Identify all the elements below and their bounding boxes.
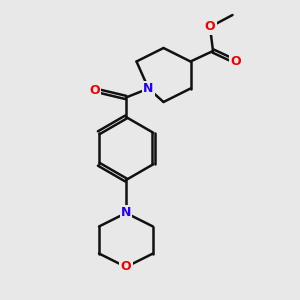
- Text: O: O: [230, 55, 241, 68]
- Text: O: O: [89, 83, 100, 97]
- Text: N: N: [143, 82, 154, 95]
- Text: N: N: [121, 206, 131, 220]
- Text: O: O: [205, 20, 215, 34]
- Text: O: O: [121, 260, 131, 274]
